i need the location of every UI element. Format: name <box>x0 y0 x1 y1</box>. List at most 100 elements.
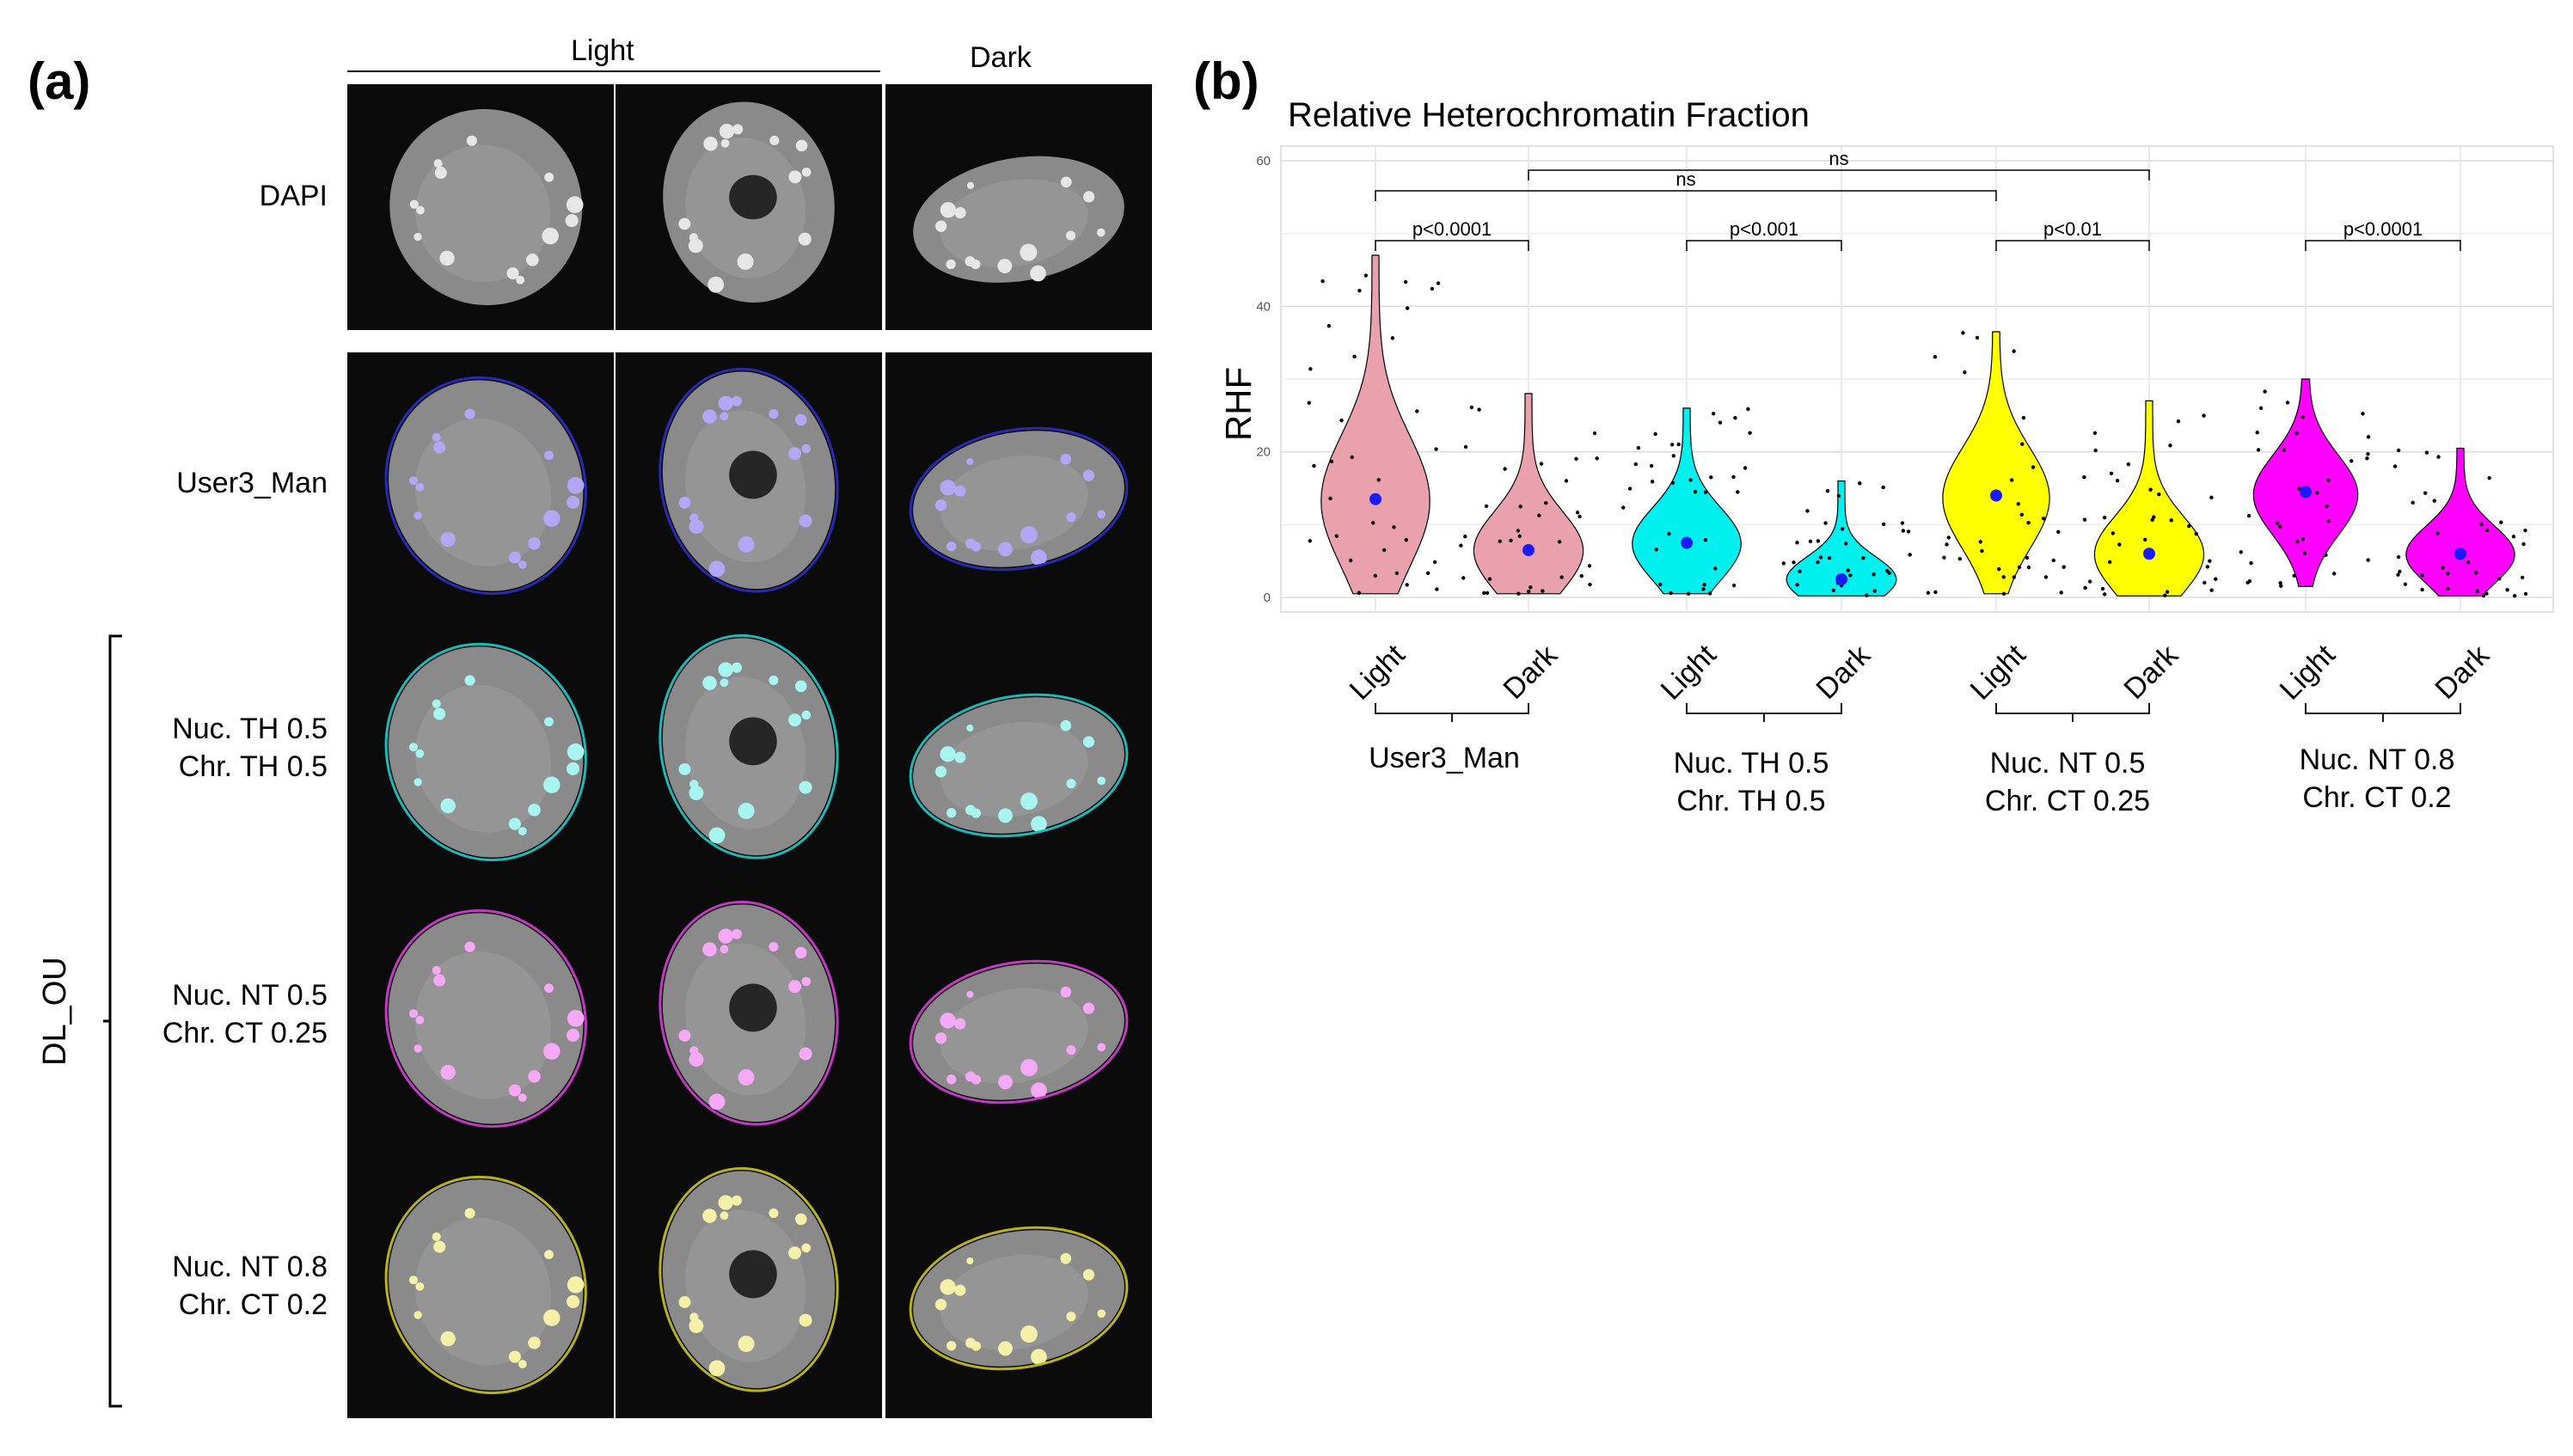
violin-7 <box>2405 447 2515 597</box>
chromocenter-spot <box>1031 1082 1047 1099</box>
chromocenter-spot <box>432 1232 441 1241</box>
chromocenter-spot <box>934 1032 947 1044</box>
significance-brackets: p<0.0001 p<0.001 p<0.01 p<0.0001 ns ns <box>1375 148 2461 251</box>
jitter-point <box>1703 537 1708 542</box>
chromocenter-spot <box>702 1208 717 1223</box>
jitter-point <box>2100 586 2105 591</box>
chromocenter-spot <box>543 1043 561 1060</box>
comparison-bracket <box>1528 169 2150 180</box>
jitter-point <box>2168 444 2172 448</box>
jitter-point <box>2275 521 2280 525</box>
jitter-point <box>1484 504 1489 509</box>
jitter-point <box>2202 413 2206 418</box>
comparison-bracket <box>1375 240 1529 251</box>
jitter-point <box>2396 554 2401 560</box>
chromocenter-spot <box>416 205 425 215</box>
jitter-point <box>2020 442 2025 446</box>
chromocenter-spot <box>1020 526 1038 544</box>
chromocenter-spot <box>567 762 580 776</box>
chromocenter-spot <box>415 1282 425 1291</box>
dl-ou-label: DL_OU <box>37 957 73 1066</box>
jitter-point <box>2521 541 2526 547</box>
chromocenter-spot <box>528 1337 541 1349</box>
jitter-point <box>1946 535 1951 540</box>
chromocenter-spot <box>544 450 554 461</box>
jitter-points <box>1307 273 2528 598</box>
jitter-point <box>2365 456 2369 461</box>
jitter-point <box>1503 467 1507 471</box>
chromocenter-spot <box>940 1012 956 1029</box>
median-point-1 <box>1522 544 1535 557</box>
jitter-point <box>1627 486 1633 491</box>
chromocenter-spot <box>440 531 456 548</box>
jitter-point <box>2361 412 2365 416</box>
jitter-point <box>1588 582 1592 587</box>
group-bracket <box>2305 703 2461 722</box>
p-value-label: p<0.01 <box>2043 218 2102 240</box>
jitter-point <box>1352 354 1357 359</box>
chromocenter-spot <box>738 1069 755 1086</box>
jitter-point <box>2202 580 2207 585</box>
chromocenter-spot <box>708 276 725 293</box>
median-point-2 <box>1681 536 1693 549</box>
jitter-point <box>1743 466 1748 470</box>
jitter-point <box>1544 501 1548 505</box>
jitter-point <box>1404 538 1409 542</box>
jitter-point <box>2051 558 2055 563</box>
jitter-point <box>2366 452 2370 456</box>
chromocenter-spot <box>565 214 579 228</box>
jitter-point <box>2001 575 2006 579</box>
chromocenter-spot <box>544 983 554 994</box>
chromocenter-spot <box>954 751 966 763</box>
chromocenter-spot <box>998 1074 1013 1090</box>
chromocenter-spot <box>794 1213 807 1226</box>
jitter-point <box>2424 450 2429 455</box>
comparison-bracket <box>2305 240 2461 251</box>
chromocenter-spot <box>518 827 527 836</box>
chromocenter-spot <box>1097 1043 1106 1052</box>
chromocenter-spot <box>466 135 477 146</box>
jitter-point <box>2082 517 2087 522</box>
jitter-point <box>1669 590 1673 596</box>
nucleolus <box>729 983 777 1032</box>
chromocenter-spot <box>567 1294 580 1309</box>
nucleus-outline <box>384 376 587 596</box>
chromocenter-spot <box>464 941 475 952</box>
group-bracket <box>1375 703 1529 722</box>
chromocenter-spot <box>408 476 418 486</box>
jitter-point <box>1654 548 1658 552</box>
jitter-point <box>1961 331 1965 335</box>
chromocenter-spot <box>1031 1349 1047 1366</box>
nucleus-outline <box>384 908 587 1129</box>
chromocenter-spot <box>998 1341 1013 1356</box>
jitter-point <box>2239 550 2243 554</box>
chromocenter-spot <box>688 238 703 254</box>
group-label-nt08: Nuc. NT 0.8 Chr. CT 0.2 <box>2299 743 2455 814</box>
jitter-point <box>1477 407 1481 412</box>
chromocenter-spot <box>966 1257 974 1265</box>
jitter-point <box>1933 590 1938 595</box>
median-point-0 <box>1369 492 1381 505</box>
chromocenter-spot <box>518 1093 527 1103</box>
group-bracket <box>1995 703 2150 722</box>
jitter-point <box>2102 516 2107 520</box>
jitter-point <box>1526 589 1531 594</box>
jitter-point <box>2017 565 2022 570</box>
jitter-point <box>2102 592 2107 596</box>
jitter-point <box>2466 560 2471 565</box>
jitter-point <box>1881 522 1886 527</box>
jitter-point <box>2487 476 2491 480</box>
jitter-point <box>2505 588 2509 592</box>
jitter-point <box>2157 492 2161 497</box>
jitter-point <box>2282 448 2286 452</box>
jitter-point <box>2249 561 2253 566</box>
jitter-point <box>2436 455 2441 459</box>
jitter-point <box>2093 448 2098 453</box>
chromocenter-spot <box>464 675 475 686</box>
chromocenter-spot <box>799 1313 812 1327</box>
jitter-point <box>2366 435 2371 439</box>
y-tick-label: 60 <box>1256 154 1271 168</box>
nucleolus <box>729 717 777 766</box>
jitter-point <box>1746 407 1750 412</box>
row-label-dapi: DAPI <box>259 180 328 212</box>
